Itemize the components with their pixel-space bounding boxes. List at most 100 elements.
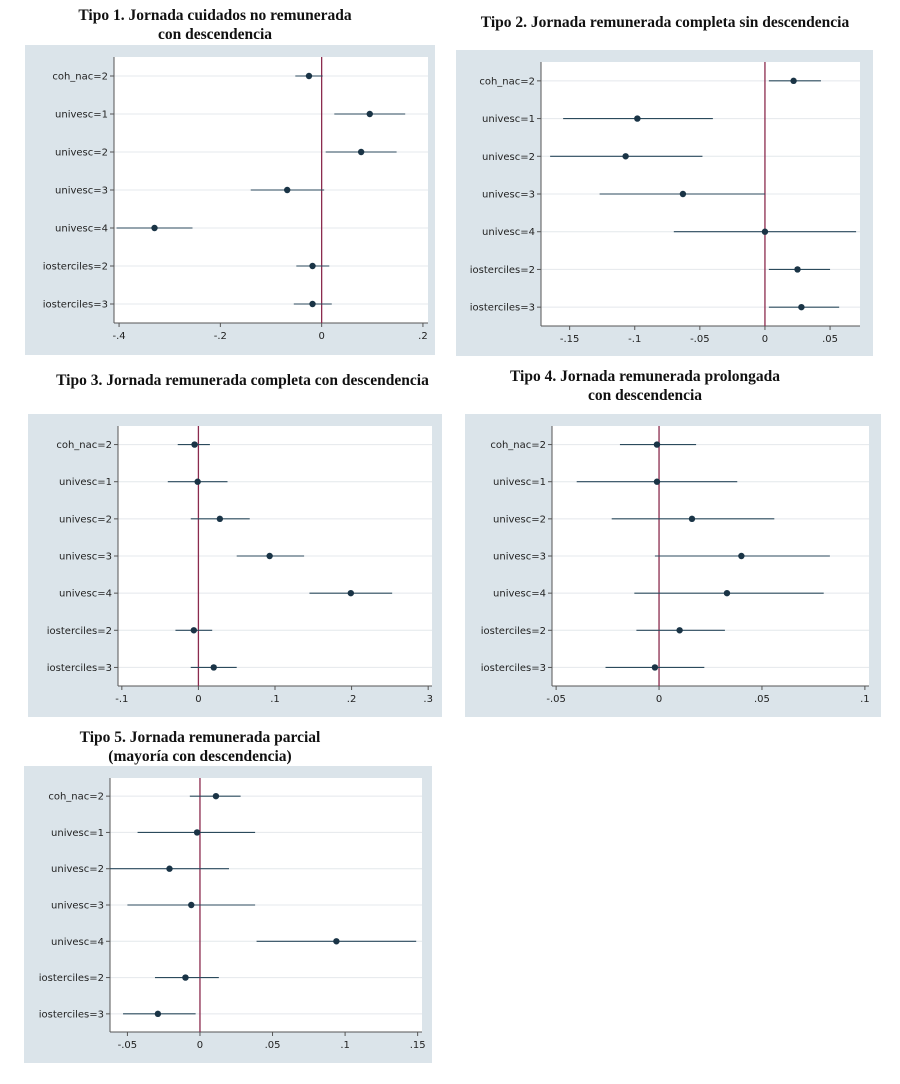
coefficient-plot-tipo-3: coh_nac=2 univesc=1 univesc=2 univesc=3 univ… [47, 426, 433, 705]
point-estimate [309, 300, 316, 308]
point-estimate [210, 664, 217, 671]
y-tick-label: univesc=4 [55, 224, 108, 235]
point-estimate [216, 515, 224, 523]
chart-panel-tipo-1: coh_nac=2 univesc=1 univesc=2 univesc=3 univ… [25, 45, 435, 355]
chart-title-tipo-5: Tipo 5. Jornada remunerada parcial (mayo… [79, 729, 321, 765]
point-estimate [676, 627, 683, 634]
x-tick-label: -.15 [560, 334, 580, 345]
y-tick-label: coh_nac=2 [48, 792, 104, 803]
point-estimate [266, 552, 273, 560]
point-estimate [190, 627, 198, 634]
point-estimate [191, 441, 198, 448]
point-estimate [798, 303, 805, 311]
y-tick-label: univesc=3 [55, 186, 108, 197]
chart-title-tipo-2: Tipo 2. Jornada remunerada completa sin … [480, 14, 850, 31]
point-estimate [188, 901, 195, 909]
y-tick-label: iosterciles=2 [43, 262, 108, 273]
x-tick-label: -.1 [115, 694, 128, 705]
x-tick-label: .05 [822, 334, 838, 345]
point-estimate [284, 186, 291, 194]
y-tick-label: iosterciles=2 [481, 626, 546, 637]
y-tick-label: univesc=2 [482, 152, 535, 163]
point-estimate [309, 262, 316, 270]
y-tick-label: univesc=1 [59, 477, 112, 488]
y-tick-label: univesc=4 [493, 589, 546, 600]
point-estimate [166, 865, 173, 872]
y-tick-label: coh_nac=2 [479, 76, 535, 87]
y-tick-label: coh_nac=2 [52, 72, 108, 83]
y-tick-label: iosterciles=2 [47, 626, 112, 637]
y-tick-label: univesc=2 [493, 514, 546, 525]
point-estimate [653, 478, 661, 485]
point-estimate [151, 224, 158, 232]
point-estimate [154, 1010, 162, 1018]
x-tick-label: -.4 [112, 331, 125, 342]
point-estimate [723, 589, 731, 597]
y-tick-label: coh_nac=2 [490, 440, 546, 451]
y-tick-label: coh_nac=2 [56, 440, 112, 451]
point-estimate [194, 478, 201, 485]
x-tick-label: 0 [656, 694, 662, 705]
point-estimate [182, 974, 189, 981]
y-tick-label: univesc=3 [493, 552, 546, 563]
chart-title-tipo-4: Tipo 4. Jornada remunerada prolongada co… [509, 368, 780, 404]
point-estimate [761, 228, 769, 235]
chart-panel-tipo-4: coh_nac=2 univesc=1 univesc=2 univesc=3 univ… [465, 414, 881, 717]
y-tick-label: iosterciles=2 [39, 973, 104, 984]
point-estimate [794, 266, 801, 273]
y-tick-label: univesc=1 [493, 477, 546, 488]
y-tick-label: iosterciles=3 [43, 300, 108, 311]
point-estimate [366, 110, 373, 118]
x-tick-label: .05 [754, 694, 770, 705]
y-tick-label: iosterciles=3 [47, 663, 112, 674]
point-estimate [634, 115, 641, 122]
point-estimate [347, 589, 355, 597]
y-tick-label: iosterciles=2 [470, 265, 535, 276]
x-tick-label: -.05 [690, 334, 710, 345]
x-tick-label: .2 [418, 331, 428, 342]
x-tick-label: 0 [197, 1040, 203, 1051]
y-tick-label: univesc=4 [482, 227, 535, 238]
chart-panel-tipo-3: coh_nac=2 univesc=1 univesc=2 univesc=3 univ… [28, 414, 442, 717]
x-tick-label: .2 [347, 694, 357, 705]
chart-title-tipo-3: Tipo 3. Jornada remunerada completa con … [56, 372, 429, 389]
x-tick-label: .05 [265, 1040, 281, 1051]
chart-title-tipo-1: Tipo 1. Jornada cuidados no remunerada c… [78, 7, 352, 43]
x-tick-label: .3 [423, 694, 433, 705]
point-estimate [357, 148, 365, 156]
point-estimate [193, 829, 201, 836]
point-estimate [651, 664, 659, 671]
coefficient-plot-tipo-1: coh_nac=2 univesc=1 univesc=2 univesc=3 univ… [43, 57, 428, 342]
coefficient-plot-tipo-5: coh_nac=2 univesc=1 univesc=2 univesc=3 univ… [39, 778, 426, 1051]
chart-panel-tipo-5: coh_nac=2 univesc=1 univesc=2 univesc=3 univ… [24, 766, 432, 1063]
x-tick-label: .1 [270, 694, 280, 705]
point-estimate [679, 190, 687, 198]
y-tick-label: univesc=4 [51, 937, 104, 948]
x-tick-label: -.1 [628, 334, 641, 345]
point-estimate [790, 77, 797, 85]
y-tick-label: univesc=1 [482, 114, 535, 125]
y-tick-label: iosterciles=3 [39, 1009, 104, 1020]
point-estimate [688, 515, 696, 523]
x-tick-label: -.05 [546, 694, 566, 705]
point-estimate [212, 792, 220, 800]
x-tick-label: .15 [410, 1040, 426, 1051]
y-tick-label: univesc=3 [59, 552, 112, 563]
x-tick-label: -.05 [118, 1040, 138, 1051]
y-tick-label: univesc=2 [59, 514, 112, 525]
x-tick-label: .1 [340, 1040, 350, 1051]
x-tick-label: 0 [195, 694, 201, 705]
point-estimate [333, 938, 340, 945]
y-tick-label: univesc=3 [482, 190, 535, 201]
chart-panel-tipo-2: coh_nac=2 univesc=1 univesc=2 univesc=3 univ… [456, 50, 873, 356]
y-tick-label: univesc=2 [55, 148, 108, 159]
coefficient-plot-tipo-2: coh_nac=2 univesc=1 univesc=2 univesc=3 univ… [470, 62, 860, 345]
y-tick-label: univesc=1 [55, 110, 108, 121]
y-tick-label: univesc=2 [51, 864, 104, 875]
point-estimate [738, 552, 745, 560]
point-estimate [622, 153, 629, 160]
y-tick-label: univesc=4 [59, 589, 112, 600]
y-tick-label: iosterciles=3 [470, 303, 535, 314]
x-tick-label: 0 [762, 334, 768, 345]
y-tick-label: iosterciles=3 [481, 663, 546, 674]
